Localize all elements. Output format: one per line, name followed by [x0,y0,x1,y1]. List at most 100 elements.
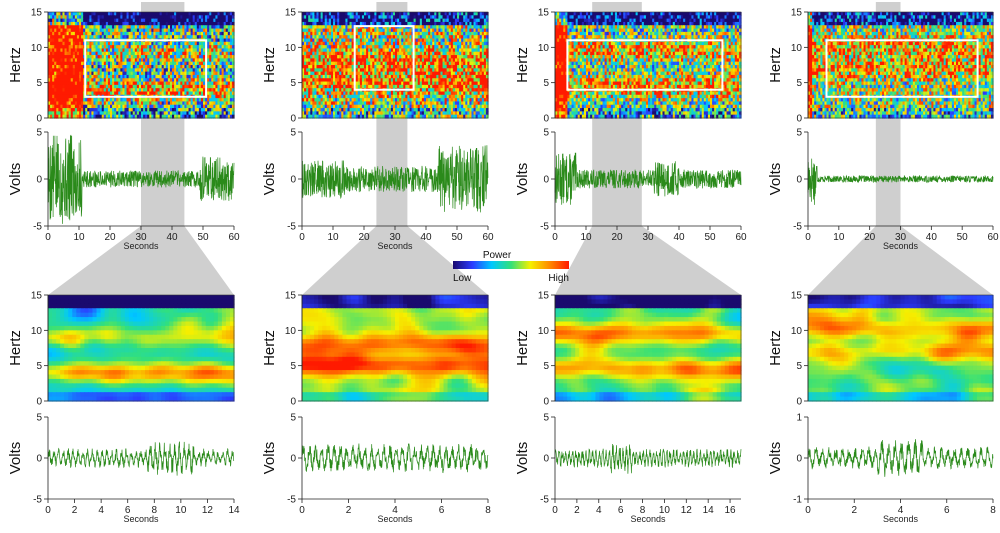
overview-trace-1-xtick-label: 10 [73,232,85,243]
overview-spectrogram-4-ylabel: Hertz [767,47,784,83]
zoom-trace-3-xtick-label: 14 [703,505,715,516]
zoom-trace-3-xtick-label: 0 [552,505,558,516]
overview-trace-3-series-line [554,152,742,205]
zoom-trace-3-series-line [554,443,742,474]
zoom-trace-4-xtick-label: 2 [851,505,857,516]
overview-spectrogram-2-ytick-label: 5 [290,78,296,89]
zoom-trace-3-ytick-label: 5 [543,413,549,424]
zoom-trace-4-xlabel: Seconds [883,514,919,524]
overview-trace-4-ytick-label: -5 [793,222,802,233]
zoom-spectrogram-1-ytick-label: 10 [31,326,43,337]
zoom-trace-4-ytick-label: 0 [796,454,802,465]
zoom-trace-3-ytick-label: 0 [543,454,549,465]
overview-trace-4-xtick-label: 20 [864,232,876,243]
zoom-trace-2-xtick-label: 4 [392,505,398,516]
overview-trace-4-ytick-label: 5 [796,128,802,139]
zoom-spectrogram-4-ylabel: Hertz [767,330,784,366]
zoom-trace-4-xtick-label: 4 [898,505,904,516]
zoom-trace-1-xtick-label: 8 [152,505,158,516]
zoom-trace-1-series-line [47,441,235,476]
overview-spectrogram-4-ytick-label: 15 [791,8,803,19]
legend-colorbar [453,261,569,269]
zoom-trace-2-xtick-label: 2 [346,505,352,516]
zoom-trace-1-ytick-label: -5 [33,495,42,506]
zoom-projection-3 [555,226,741,295]
overview-trace-1-ylabel: Volts [7,163,24,196]
overview-trace-2-xlabel: Seconds [377,241,413,251]
zoom-spectrogram-2-ytick-label: 10 [285,326,297,337]
zoom-trace-4-series-line [807,439,994,477]
zoom-projection-2 [302,226,488,295]
overview-trace-2-ylabel: Volts [261,163,278,196]
overview-trace-4-xtick-label: 10 [833,232,845,243]
zoom-trace-1-xtick-label: 6 [125,505,131,516]
overview-trace-1-xlabel: Seconds [123,241,159,251]
overview-trace-1-ytick-label: 5 [36,128,42,139]
zoom-trace-4-xtick-label: 0 [805,505,811,516]
power-legend: Power Low High [453,250,569,284]
zoom-spectrogram-2-ytick-label: 0 [290,397,296,408]
overview-trace-3-ytick-label: 0 [543,175,549,186]
overview-trace-1-xtick-label: 0 [45,232,51,243]
zoom-trace-3-xtick-label: 12 [681,505,693,516]
overview-trace-4-ytick-label: 0 [796,175,802,186]
overview-spectrogram-4-ytick-label: 5 [796,78,802,89]
overview-trace-2-xtick-label: 20 [358,232,370,243]
overview-trace-3-xtick-label: 40 [673,232,685,243]
overview-trace-2-xtick-label: 60 [482,232,494,243]
overview-spectrogram-1-ylabel: Hertz [7,47,24,83]
overview-trace-2-xtick-label: 10 [327,232,339,243]
overview-trace-3-ytick-label: 5 [543,128,549,139]
zoom-trace-3-ytick-label: -5 [540,495,549,506]
zoom-trace-1-xtick-label: 14 [228,505,240,516]
zoom-spectrogram-3-ytick-label: 10 [538,326,550,337]
zoom-projection-4 [808,226,993,295]
zoom-spectrogram-4: 0 5 10 15 Hertz [767,291,994,408]
overview-trace-3-xtick-label: 30 [642,232,654,243]
zoom-trace-4-ytick-label: 1 [796,413,802,424]
overview-trace-4-xtick-label: 40 [926,232,938,243]
overview-trace-4-xtick-label: 60 [987,232,999,243]
zoom-trace-2-xtick-label: 8 [485,505,491,516]
zoom-spectrogram-3-ytick-label: 5 [543,361,549,372]
overview-trace-3-xtick-label: 0 [552,232,558,243]
overview-trace-3-ytick-label: -5 [540,222,549,233]
zoom-spectrogram-1: 0 5 10 15 Hertz [7,291,235,408]
zoom-spectrogram-3-ytick-label: 15 [538,291,550,302]
overview-trace-3-xtick-label: 60 [735,232,747,243]
zoom-trace-1-xtick-label: 12 [202,505,214,516]
overview-spectrogram-3-selection-box [566,39,724,91]
overview-spectrogram-1-ytick-label: 10 [31,43,43,54]
zoom-trace-1-xtick-label: 2 [72,505,78,516]
overview-spectrogram-1: 0 5 10 15 Hertz [7,8,235,125]
overview-spectrogram-4-selection-box [825,39,979,98]
overview-trace-1-xtick-label: 60 [228,232,240,243]
legend-high-label: High [548,273,569,284]
overview-trace-1-xtick-label: 50 [197,232,209,243]
zoom-spectrogram-3-ylabel: Hertz [514,330,531,366]
zoom-spectrogram-4-ytick-label: 5 [796,361,802,372]
overview-trace-4-xtick-label: 0 [805,232,811,243]
zoom-trace-3-xtick-label: 16 [724,505,736,516]
zoom-trace-4-ytick-label: -1 [793,495,802,506]
zoom-spectrogram-4-ytick-label: 15 [791,291,803,302]
overview-spectrogram-2-ytick-label: 0 [290,114,296,125]
zoom-trace-3-xtick-label: 8 [640,505,646,516]
zoom-projection-1 [48,226,234,295]
overview-trace-2-ytick-label: 0 [290,175,296,186]
overview-trace-2-xtick-label: 0 [299,232,305,243]
legend-low-label: Low [453,273,472,284]
zoom-trace-1-ytick-label: 5 [36,413,42,424]
overview-spectrogram-1-selection-box [84,39,208,98]
overview-spectrogram-1-ytick-label: 5 [36,78,42,89]
overview-trace-3-xtick-label: 20 [611,232,623,243]
overview-trace-4-series-line [807,158,994,205]
zoom-trace-1-xtick-label: 4 [98,505,104,516]
zoom-trace-1-xtick-label: 0 [45,505,51,516]
overview-trace-2-ytick-label: -5 [287,222,296,233]
